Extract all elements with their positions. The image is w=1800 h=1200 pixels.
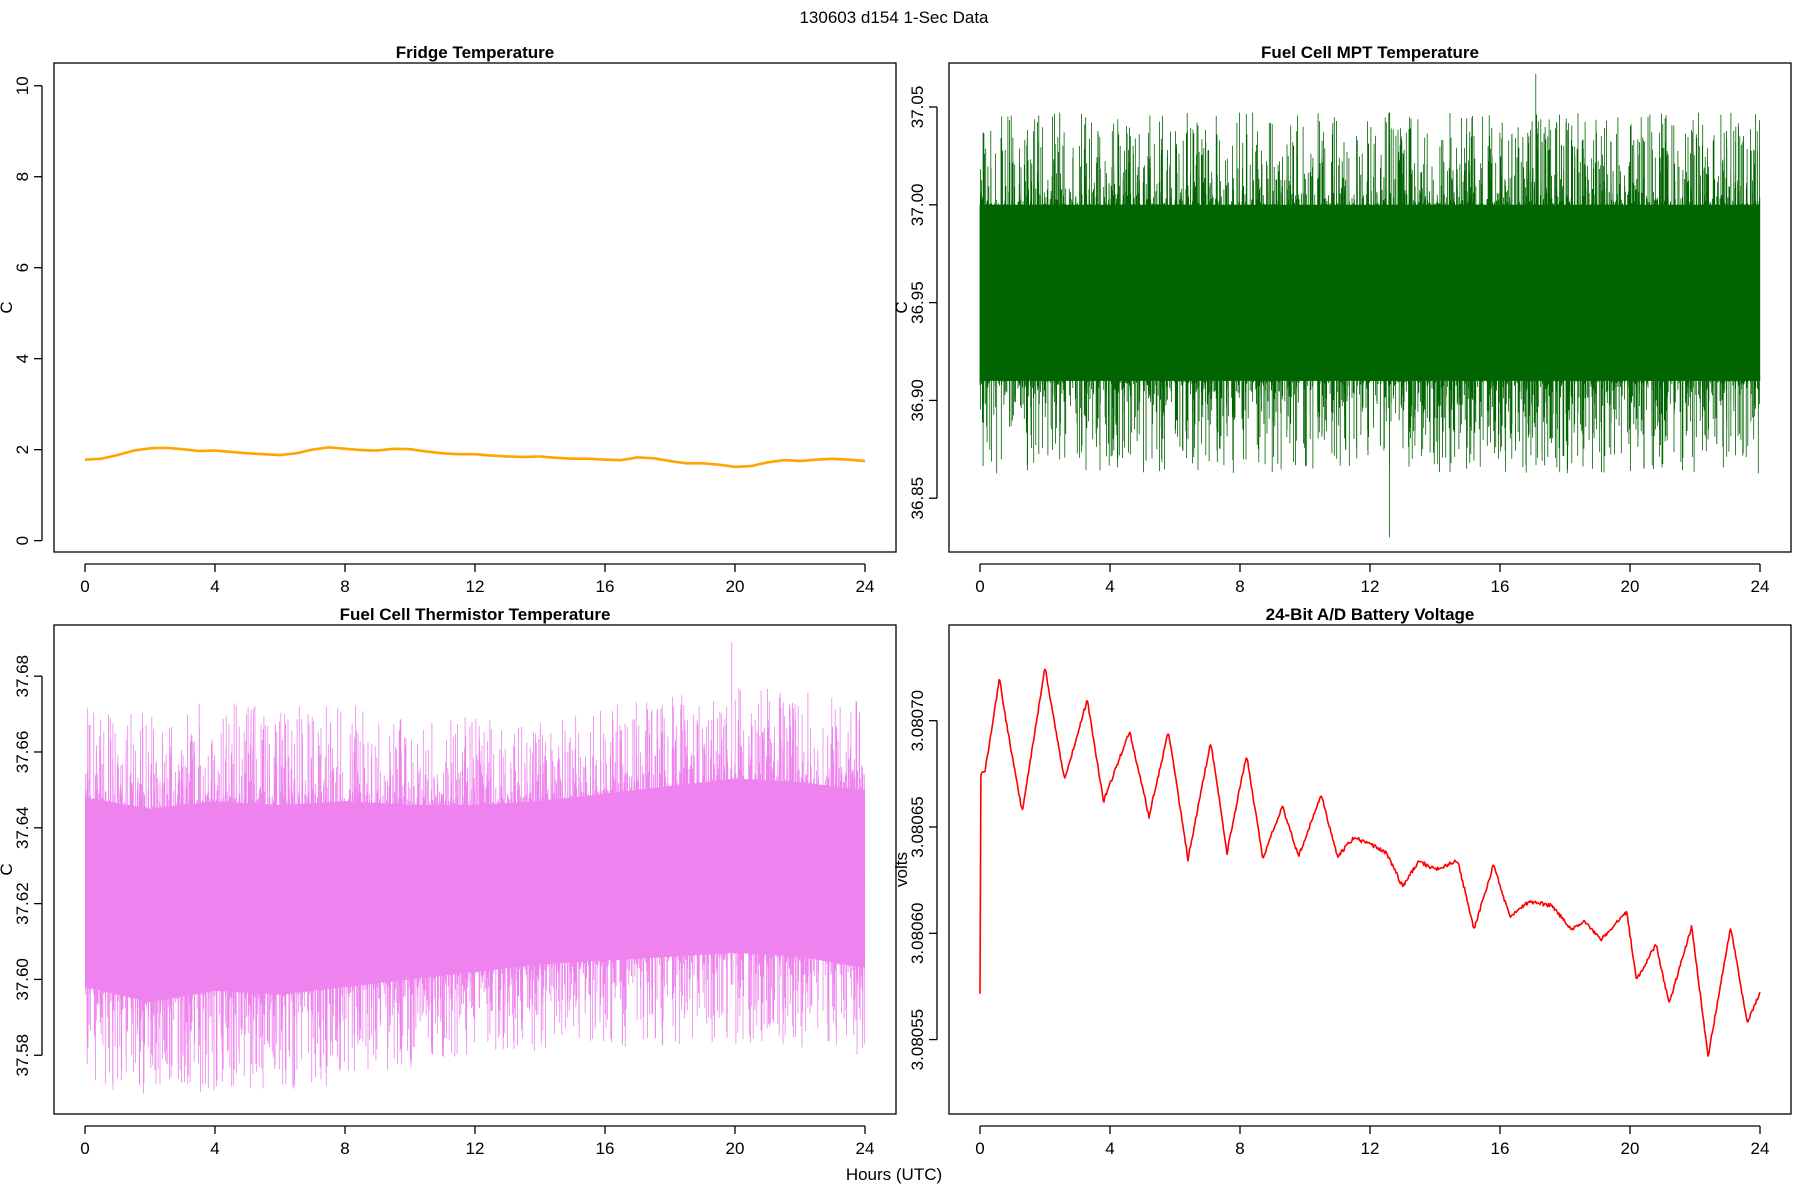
series-line (979, 668, 1761, 1057)
y-tick-label: 8 (13, 172, 32, 181)
x-tick-label: 4 (210, 577, 219, 596)
panel-fridge-temperature: Fridge TemperatureC048121620240246810 (0, 43, 897, 596)
y-tick-label: 36.85 (908, 477, 927, 520)
y-tick-label: 6 (13, 263, 32, 272)
y-tick-label: 3.08060 (908, 903, 927, 964)
y-tick-label: 36.90 (908, 379, 927, 422)
y-tick-label: 0 (13, 536, 32, 545)
x-tick-label: 4 (1105, 577, 1114, 596)
data-series (979, 73, 1761, 538)
x-tick-label: 12 (466, 577, 485, 596)
y-axis: 37.58 37.60 37.62 37.64 37.66 37.68 (13, 655, 43, 1077)
x-tick-label: 20 (1621, 577, 1640, 596)
x-tick-label: 16 (1491, 577, 1510, 596)
x-tick-label: 8 (1235, 577, 1244, 596)
x-axis: 0 4 8 12 16 20 24 (975, 1125, 1770, 1158)
y-tick-label: 3.08055 (908, 1009, 927, 1070)
x-tick-label: 0 (80, 577, 89, 596)
x-tick-label: 20 (1621, 1139, 1640, 1158)
y-tick-label: 3.08070 (908, 690, 927, 751)
y-tick-label: 4 (13, 354, 32, 363)
x-tick-label: 0 (80, 1139, 89, 1158)
y-axis: 36.85 36.90 36.95 37.00 37.05 (908, 86, 938, 520)
y-tick-label: 37.58 (13, 1034, 32, 1077)
x-axis: 0 4 8 12 16 20 24 (80, 563, 875, 596)
y-tick-label: 3.08065 (908, 796, 927, 857)
panel-title: Fuel Cell MPT Temperature (1261, 43, 1479, 62)
y-tick-label: 37.00 (908, 184, 927, 227)
plot-frame (53, 624, 897, 1115)
x-tick-label: 24 (856, 1139, 875, 1158)
data-series (85, 642, 866, 1094)
x-tick-label: 24 (1751, 1139, 1770, 1158)
y-tick-label: 10 (13, 76, 32, 95)
plot-frame (53, 62, 897, 553)
x-axis-label-hours-utc: Hours (UTC) (846, 1165, 942, 1184)
x-tick-label: 8 (1235, 1139, 1244, 1158)
x-axis: 0 4 8 12 16 20 24 (975, 563, 1770, 596)
x-tick-label: 12 (1361, 1139, 1380, 1158)
panel-title: Fuel Cell Thermistor Temperature (340, 605, 611, 624)
y-tick-label: 37.62 (13, 882, 32, 925)
data-series (979, 668, 1761, 1057)
x-tick-label: 8 (340, 577, 349, 596)
x-tick-label: 4 (210, 1139, 219, 1158)
x-axis: 0 4 8 12 16 20 24 (80, 1125, 875, 1158)
x-tick-label: 16 (596, 577, 615, 596)
y-tick-label: 37.64 (13, 807, 32, 850)
y-tick-label: 37.68 (13, 655, 32, 698)
panel-fuel-cell-thermistor-temperature: Fuel Cell Thermistor Temperature C 0 4 8 12 16… (0, 605, 897, 1158)
y-tick-label: 37.60 (13, 958, 32, 1001)
x-tick-label: 4 (1105, 1139, 1114, 1158)
x-tick-label: 12 (466, 1139, 485, 1158)
x-tick-label: 16 (596, 1139, 615, 1158)
series-spikes (85, 642, 866, 1094)
panel-fuel-cell-mpt-temperature: Fuel Cell MPT Temperature C 0 4 8 12 16 20 24 36.… (892, 43, 1792, 596)
y-axis-label: volts (892, 852, 911, 887)
x-tick-label: 0 (975, 577, 984, 596)
y-tick-label: 37.05 (908, 86, 927, 129)
x-tick-label: 24 (856, 577, 875, 596)
x-tick-label: 16 (1491, 1139, 1510, 1158)
y-axis-label: C (0, 301, 16, 313)
plot-frame (948, 62, 1792, 553)
x-tick-label: 20 (726, 577, 745, 596)
data-series (84, 446, 866, 469)
y-axis-label: C (892, 301, 911, 313)
panel-battery-voltage: 24-Bit A/D Battery Voltage volts 0 4 8 12 16 20… (892, 605, 1792, 1158)
series-line (84, 446, 866, 469)
y-tick-label: 36.95 (908, 281, 927, 324)
series-spikes (979, 73, 1761, 538)
panel-title: Fridge Temperature (396, 43, 554, 62)
x-tick-label: 24 (1751, 577, 1770, 596)
x-tick-label: 0 (975, 1139, 984, 1158)
plot-frame (948, 624, 1792, 1115)
y-axis: 0 2 4 6 8 10 (13, 76, 43, 545)
y-axis-label: C (0, 863, 16, 875)
y-axis: 3.08055 3.08060 3.08065 3.08070 (908, 690, 938, 1070)
x-tick-label: 20 (726, 1139, 745, 1158)
panel-title: 24-Bit A/D Battery Voltage (1266, 605, 1475, 624)
figure-title: 130603 d154 1-Sec Data (799, 8, 989, 27)
y-tick-label: 2 (13, 445, 32, 454)
y-tick-label: 37.66 (13, 731, 32, 774)
x-tick-label: 8 (340, 1139, 349, 1158)
x-tick-label: 12 (1361, 577, 1380, 596)
